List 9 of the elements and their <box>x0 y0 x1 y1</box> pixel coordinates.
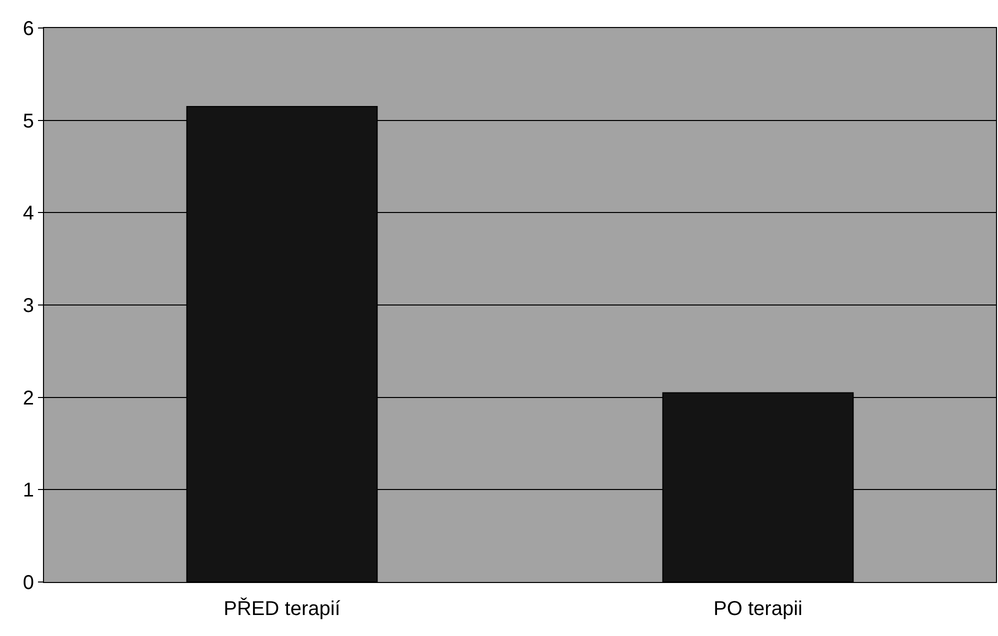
y-tick-label: 0 <box>22 572 34 594</box>
y-tick-label: 3 <box>22 295 34 317</box>
y-tick-label: 2 <box>22 387 34 410</box>
x-tick-label: PO terapii <box>714 598 802 620</box>
y-tick-label: 4 <box>22 202 34 225</box>
y-tick-label: 6 <box>22 18 34 40</box>
y-tick-label: 1 <box>22 480 34 502</box>
y-tick-label: 5 <box>22 110 34 132</box>
x-tick-label: PŘED terapií <box>224 597 341 620</box>
